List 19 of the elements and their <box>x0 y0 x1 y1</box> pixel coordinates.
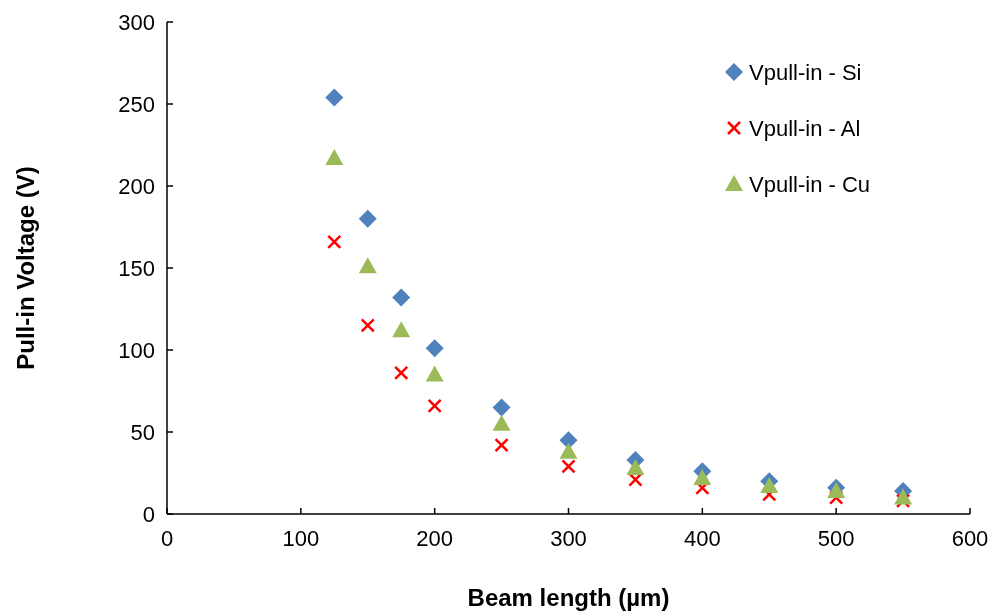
x-tick-label: 400 <box>683 526 721 551</box>
y-tick-label: 200 <box>118 174 155 199</box>
x-tick-label: 100 <box>282 526 320 551</box>
y-tick-label: 300 <box>118 10 155 35</box>
x-tick-label: 500 <box>817 526 855 551</box>
x-tick-label: 0 <box>160 526 174 551</box>
y-tick-label: 0 <box>142 502 155 527</box>
y-tick-label: 100 <box>118 338 155 363</box>
x-tick-label: 300 <box>550 526 587 551</box>
y-tick-label: 150 <box>118 256 155 281</box>
legend-label: Vpull-in - Si <box>749 60 862 85</box>
y-axis-title: Pull-in Voltage (V) <box>12 166 39 370</box>
y-tick-label: 250 <box>118 92 155 117</box>
x-tick-label: 600 <box>951 526 989 551</box>
x-tick-label: 200 <box>416 526 454 551</box>
legend-label: Vpull-in - Al <box>749 116 861 141</box>
legend-label: Vpull-in - Cu <box>749 172 871 197</box>
y-tick-label: 50 <box>130 420 155 445</box>
x-axis-title: Beam length (µm) <box>467 584 670 611</box>
